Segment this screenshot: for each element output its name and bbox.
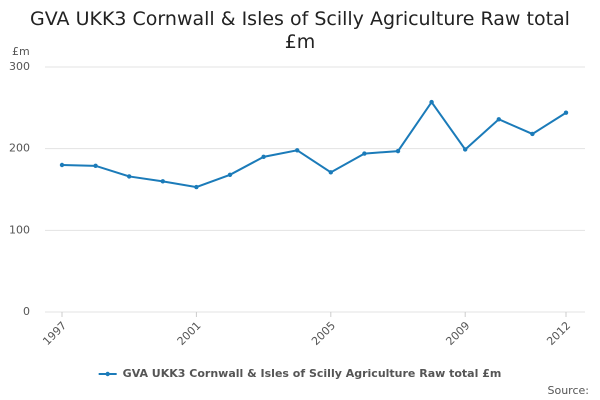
data-point xyxy=(227,172,233,177)
x-tick-label: 2005 xyxy=(309,319,338,348)
legend: GVA UKK3 Cornwall & Isles of Scilly Agri… xyxy=(98,367,502,380)
data-point xyxy=(261,154,266,160)
data-point xyxy=(429,99,434,105)
x-tick-label: 2009 xyxy=(443,319,472,348)
data-point xyxy=(93,163,98,169)
y-tick-label: 200 xyxy=(9,142,30,155)
data-point xyxy=(328,170,333,175)
data-point xyxy=(295,148,300,153)
data-point xyxy=(362,151,367,156)
data-point xyxy=(563,110,569,115)
source: Source: xyxy=(548,384,590,397)
x-tick-label: 2012 xyxy=(544,319,573,348)
y-tick-label: 300 xyxy=(9,60,30,73)
x-tick-label: 1997 xyxy=(40,319,69,348)
legend-marker xyxy=(105,371,110,377)
data-point xyxy=(395,148,401,154)
data-point xyxy=(530,131,535,137)
data-point xyxy=(463,147,468,152)
y-tick-label: 0 xyxy=(23,305,30,318)
y-tick-label: 100 xyxy=(9,223,30,236)
legend-label: GVA UKK3 Cornwall & Isles of Scilly Agri… xyxy=(123,367,502,380)
series-line xyxy=(61,100,567,189)
data-point xyxy=(496,117,501,122)
chart-title: GVA UKK3 Cornwall & Isles of Scilly Agri… xyxy=(30,8,570,53)
data-point xyxy=(127,174,132,179)
x-tick-label: 2001 xyxy=(175,319,204,348)
y-axis-label: £m xyxy=(12,45,30,58)
data-point xyxy=(59,162,65,168)
data-point xyxy=(194,184,199,190)
data-point xyxy=(160,179,165,184)
